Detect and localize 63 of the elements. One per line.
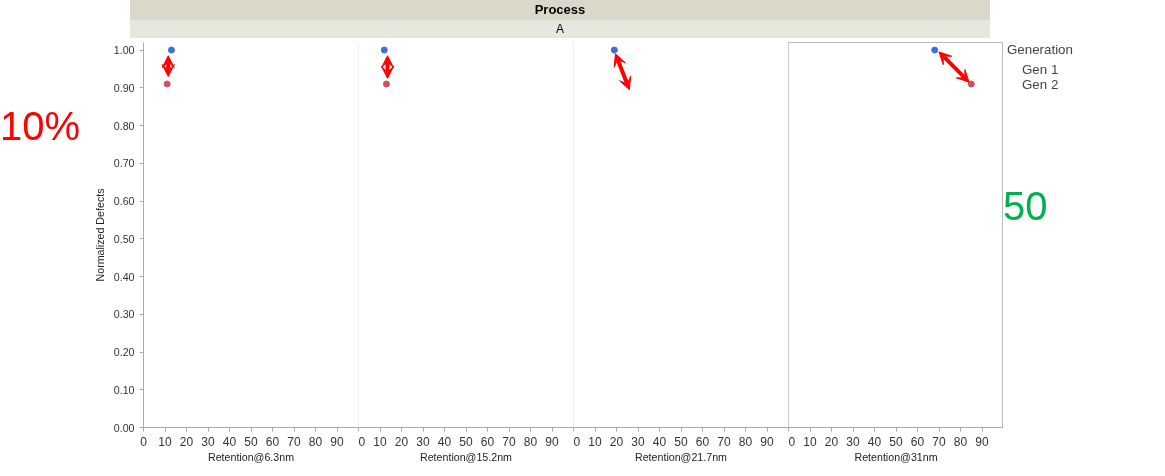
x-tick-label: 30 — [846, 434, 860, 449]
text: Gen 2 — [1022, 77, 1059, 92]
x-tick-label: 90 — [545, 434, 559, 449]
x-tick-label: 80 — [738, 434, 753, 449]
x-tick-label: 10 — [158, 434, 172, 449]
y-tick-label: 0.20 — [113, 346, 135, 359]
x-tick-label: 20 — [824, 434, 839, 449]
x-axis-title: Retention@31nm — [854, 450, 938, 463]
annotation: 50 — [1003, 183, 1048, 230]
x-tick-label: 80 — [523, 434, 538, 449]
x-tick-label: 30 — [631, 434, 645, 449]
y-tick-label: 0.30 — [113, 308, 135, 321]
y-tick-label: 0.80 — [113, 119, 135, 132]
x-tick-label: 40 — [652, 434, 667, 449]
x-tick-label: 10 — [803, 434, 817, 449]
x-tick-label: 0 — [788, 434, 796, 449]
x-tick-label: 60 — [480, 434, 495, 449]
x-tick-label: 20 — [394, 434, 409, 449]
legend-title: Generation — [1007, 42, 1073, 57]
y-tick-label: 0.60 — [113, 195, 135, 208]
x-tick-label: 20 — [609, 434, 624, 449]
x-tick-label: 50 — [244, 434, 258, 449]
x-tick-label: 40 — [437, 434, 452, 449]
x-tick-label: 60 — [910, 434, 925, 449]
x-tick-label: 70 — [717, 434, 731, 449]
x-axis-title: Retention@21.7nm — [635, 450, 728, 463]
x-tick-label: 80 — [308, 434, 323, 449]
x-tick-label: 70 — [932, 434, 946, 449]
x-tick-label: 90 — [760, 434, 774, 449]
x-tick-label: 0 — [573, 434, 581, 449]
chart-title: Process — [534, 1, 586, 19]
x-tick-label: 70 — [502, 434, 516, 449]
y-tick-label: 0.10 — [113, 383, 135, 396]
x-tick-label: 40 — [222, 434, 237, 449]
y-tick-label: 0.70 — [113, 157, 135, 170]
x-tick-label: 60 — [695, 434, 710, 449]
y-axis-title: Normalized Defects — [93, 188, 106, 282]
x-tick-label: 30 — [201, 434, 215, 449]
x-tick-label: 50 — [674, 434, 688, 449]
x-axis-title: Retention@15.2nm — [420, 450, 513, 463]
x-tick-label: 50 — [459, 434, 473, 449]
x-tick-label: 90 — [975, 434, 989, 449]
x-tick-label: 90 — [330, 434, 344, 449]
x-tick-label: 30 — [416, 434, 430, 449]
x-tick-label: 10 — [588, 434, 602, 449]
x-axis-title: Retention@6.3nm — [207, 450, 295, 463]
text: Gen 1 — [1022, 62, 1059, 77]
y-tick-label: 1.00 — [113, 44, 135, 57]
chart-subtitle: A — [555, 21, 564, 38]
x-tick-label: 10 — [373, 434, 387, 449]
x-tick-label: 80 — [953, 434, 968, 449]
x-tick-label: 70 — [287, 434, 301, 449]
x-tick-label: 20 — [179, 434, 194, 449]
text: 10% — [0, 103, 81, 150]
x-tick-label: 40 — [867, 434, 882, 449]
y-tick-label: 0.90 — [113, 81, 135, 94]
x-tick-label: 0 — [140, 434, 148, 449]
y-tick-label: 0.40 — [113, 270, 135, 283]
y-tick-label: 0.00 — [113, 421, 135, 434]
x-tick-label: 60 — [265, 434, 280, 449]
y-tick-label: 0.50 — [113, 232, 135, 245]
x-tick-label: 0 — [358, 434, 366, 449]
x-tick-label: 50 — [889, 434, 903, 449]
